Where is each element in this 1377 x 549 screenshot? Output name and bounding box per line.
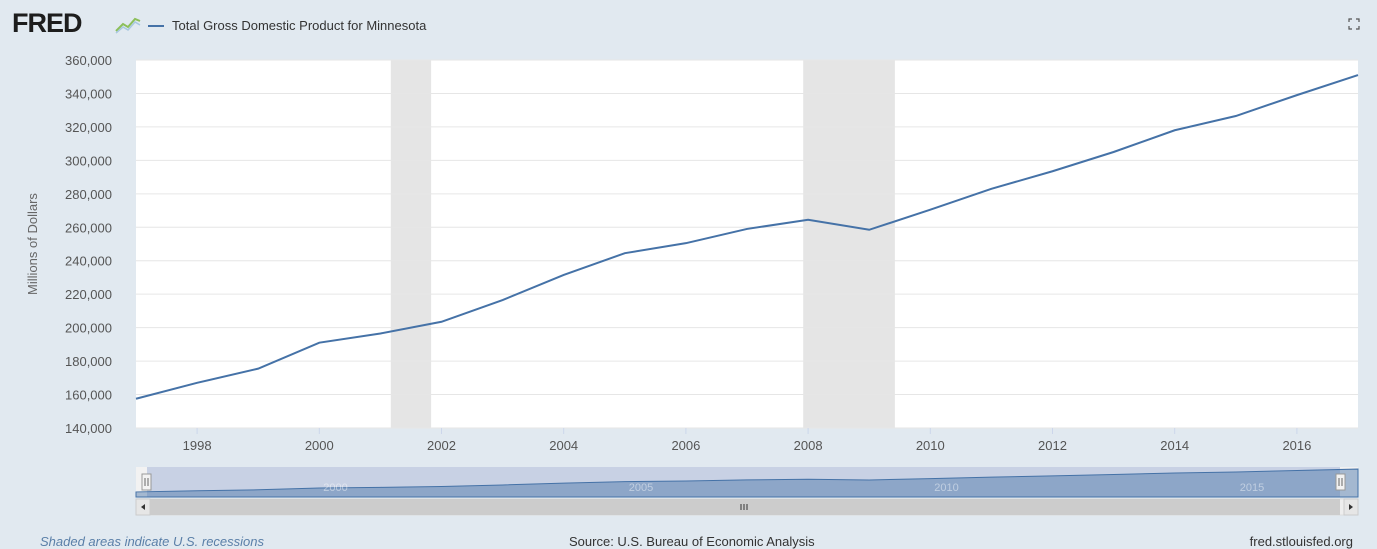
navigator-right-handle[interactable] <box>1336 474 1345 490</box>
x-axis-ticks: 1998 2000 2002 2004 2006 2008 2010 2012 2014 2016 <box>183 428 1312 453</box>
y-tick-label: 180,000 <box>65 354 112 369</box>
x-tick-label: 2004 <box>549 438 578 453</box>
navigator-tick-label: 2015 <box>1240 482 1264 494</box>
scrollbar-thumb[interactable] <box>150 499 1340 515</box>
y-tick-label: 320,000 <box>65 120 112 135</box>
y-tick-label: 140,000 <box>65 421 112 436</box>
navigator-tick-label: 2000 <box>323 482 347 494</box>
y-tick-label: 260,000 <box>65 220 112 235</box>
navigator-tick-label: 2005 <box>629 482 653 494</box>
y-tick-label: 160,000 <box>65 388 112 403</box>
recession-band-0 <box>391 60 431 428</box>
recession-band-1 <box>803 60 895 428</box>
y-tick-label: 360,000 <box>65 53 112 68</box>
chart: 140,000 160,000 180,000 200,000 220,000 240,0… <box>0 0 1377 530</box>
y-tick-label: 220,000 <box>65 287 112 302</box>
y-axis-title: Millions of Dollars <box>25 193 40 295</box>
y-tick-label: 280,000 <box>65 187 112 202</box>
y-tick-label: 240,000 <box>65 254 112 269</box>
plot-area <box>136 60 1358 428</box>
x-tick-label: 2008 <box>794 438 823 453</box>
scrollbar[interactable] <box>136 499 1358 515</box>
y-tick-label: 200,000 <box>65 321 112 336</box>
x-tick-label: 2002 <box>427 438 456 453</box>
x-tick-label: 1998 <box>183 438 212 453</box>
x-tick-label: 2010 <box>916 438 945 453</box>
navigator-left-handle[interactable] <box>142 474 151 490</box>
navigator-tick-label: 2010 <box>934 482 958 494</box>
fred-site-link[interactable]: fred.stlouisfed.org <box>1250 534 1353 549</box>
y-tick-label: 300,000 <box>65 153 112 168</box>
x-tick-label: 2012 <box>1038 438 1067 453</box>
navigator[interactable]: 2000 2005 2010 2015 <box>136 467 1358 497</box>
recession-note: Shaded areas indicate U.S. recessions <box>40 534 264 549</box>
x-tick-label: 2016 <box>1282 438 1311 453</box>
y-tick-label: 340,000 <box>65 86 112 101</box>
y-axis-ticks: 140,000 160,000 180,000 200,000 220,000 240,0… <box>65 53 112 436</box>
x-tick-label: 2006 <box>671 438 700 453</box>
source-credit: Source: U.S. Bureau of Economic Analysis <box>569 534 815 549</box>
x-tick-label: 2014 <box>1160 438 1189 453</box>
x-tick-label: 2000 <box>305 438 334 453</box>
